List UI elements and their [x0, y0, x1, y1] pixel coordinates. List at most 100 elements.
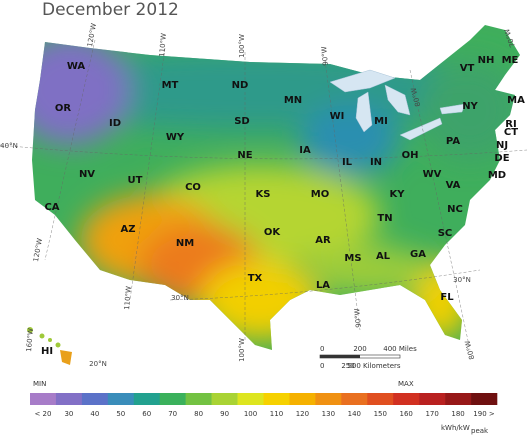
- state-label: LA: [316, 280, 330, 291]
- legend-max: MAX: [398, 380, 414, 388]
- graticule-label: 120°W: [86, 23, 98, 48]
- graticule-label: 40°N: [0, 142, 18, 150]
- state-label: MT: [162, 80, 179, 91]
- state-label: NE: [237, 150, 252, 161]
- graticule-label: 100°W: [238, 34, 246, 58]
- state-label: MO: [311, 189, 329, 200]
- state-label: ME: [502, 55, 519, 66]
- legend-swatch: [367, 393, 394, 405]
- state-label: NM: [176, 238, 194, 249]
- legend-tick-label: 50: [116, 410, 125, 418]
- state-label: NV: [79, 169, 95, 180]
- state-label: CT: [504, 127, 518, 138]
- graticule-label: 90°W: [353, 308, 363, 328]
- legend-swatch: [341, 393, 368, 405]
- state-label: UT: [128, 175, 143, 186]
- legend-swatch: [419, 393, 446, 405]
- legend-tick-label: 30: [64, 410, 73, 418]
- state-label: IN: [370, 157, 382, 168]
- graticule-lines: [0, 39, 527, 351]
- legend-swatch: [30, 393, 57, 405]
- state-label: WY: [166, 132, 185, 143]
- scale-km: 500 Kilometers: [347, 362, 400, 370]
- state-label: AZ: [121, 224, 136, 235]
- state-label: MN: [284, 95, 302, 106]
- state-label: FL: [440, 292, 454, 303]
- state-label: ND: [232, 80, 249, 91]
- legend-swatch: [211, 393, 238, 405]
- legend-tick-label: 120: [296, 410, 309, 418]
- legend-unit-sub: peak: [471, 427, 489, 435]
- state-label: SC: [438, 228, 453, 239]
- legend-swatch: [237, 393, 264, 405]
- scale-miles: 0: [320, 345, 324, 353]
- legend-swatch: [445, 393, 472, 405]
- state-label: RI: [505, 119, 516, 130]
- graticule-label: 20°N: [89, 360, 107, 368]
- legend-swatch: [159, 393, 186, 405]
- state-label: GA: [410, 249, 426, 260]
- state-label: IA: [299, 145, 311, 156]
- state-label: NJ: [496, 140, 508, 151]
- legend-tick-label: 100: [244, 410, 257, 418]
- legend-swatch: [263, 393, 290, 405]
- graticule-label: 110°W: [158, 33, 168, 57]
- legend-swatch: [81, 393, 109, 405]
- state-label: HI: [41, 346, 53, 357]
- scale-miles: 200: [353, 345, 366, 353]
- state-label: IL: [342, 157, 353, 168]
- state-label: NC: [447, 204, 463, 215]
- state-label: CA: [44, 202, 59, 213]
- state-label: WI: [330, 111, 345, 122]
- state-label: TX: [248, 273, 263, 284]
- hawaii: [27, 327, 72, 365]
- legend-tick-label: 190 >: [473, 410, 495, 418]
- legend-swatch: [55, 393, 83, 405]
- legend-tick-label: 40: [90, 410, 99, 418]
- scale-km: 250: [341, 362, 354, 370]
- scale-miles: 400 Miles: [383, 345, 417, 353]
- legend-tick-label: 70: [168, 410, 177, 418]
- legend-swatch: [315, 393, 342, 405]
- legend-unit: kWh/kW: [441, 424, 470, 432]
- state-label: MD: [488, 170, 506, 181]
- legend-swatch: [107, 393, 135, 405]
- state-label: DE: [494, 153, 509, 164]
- state-label: OH: [402, 150, 419, 161]
- legend-tick-label: 150: [374, 410, 387, 418]
- state-label: SD: [234, 116, 250, 127]
- legend-swatch: [471, 393, 498, 405]
- state-label: TN: [377, 213, 392, 224]
- state-label: VT: [460, 63, 475, 74]
- legend-tick-label: 140: [348, 410, 361, 418]
- graticule-label: 30°N: [171, 294, 189, 302]
- state-label: AL: [376, 251, 391, 262]
- legend-tick-label: 130: [322, 410, 335, 418]
- state-label: CO: [185, 182, 201, 193]
- graticule-label: 80°W: [464, 340, 477, 361]
- legend-min: MIN: [33, 380, 46, 388]
- state-label: KS: [256, 189, 271, 200]
- legend-tick-label: 180: [451, 410, 464, 418]
- legend-tick-label: 110: [270, 410, 283, 418]
- legend-tick-label: 80: [194, 410, 203, 418]
- state-label: OR: [55, 103, 72, 114]
- legend-swatch: [133, 393, 161, 405]
- graticule-label: 90°W: [320, 46, 330, 66]
- title: December 2012: [42, 0, 179, 20]
- state-label: PA: [446, 136, 460, 147]
- scale-km: 0: [320, 362, 324, 370]
- state-label: NH: [478, 55, 495, 66]
- state-label: MS: [344, 253, 361, 264]
- legend-swatch: [185, 393, 212, 405]
- graticule-label: 30°N: [453, 276, 471, 284]
- state-label: WA: [67, 61, 86, 72]
- state-label: NY: [462, 101, 478, 112]
- state-label: WV: [423, 169, 442, 180]
- legend: MIN MAX < 20 30 40 50 60 70 80 90 100 110 120 130 140 1…: [30, 380, 498, 435]
- great-lakes: [329, 69, 466, 141]
- state-label: ID: [109, 118, 121, 129]
- legend-tick-label: 160: [400, 410, 413, 418]
- legend-tick-label: 90: [220, 410, 229, 418]
